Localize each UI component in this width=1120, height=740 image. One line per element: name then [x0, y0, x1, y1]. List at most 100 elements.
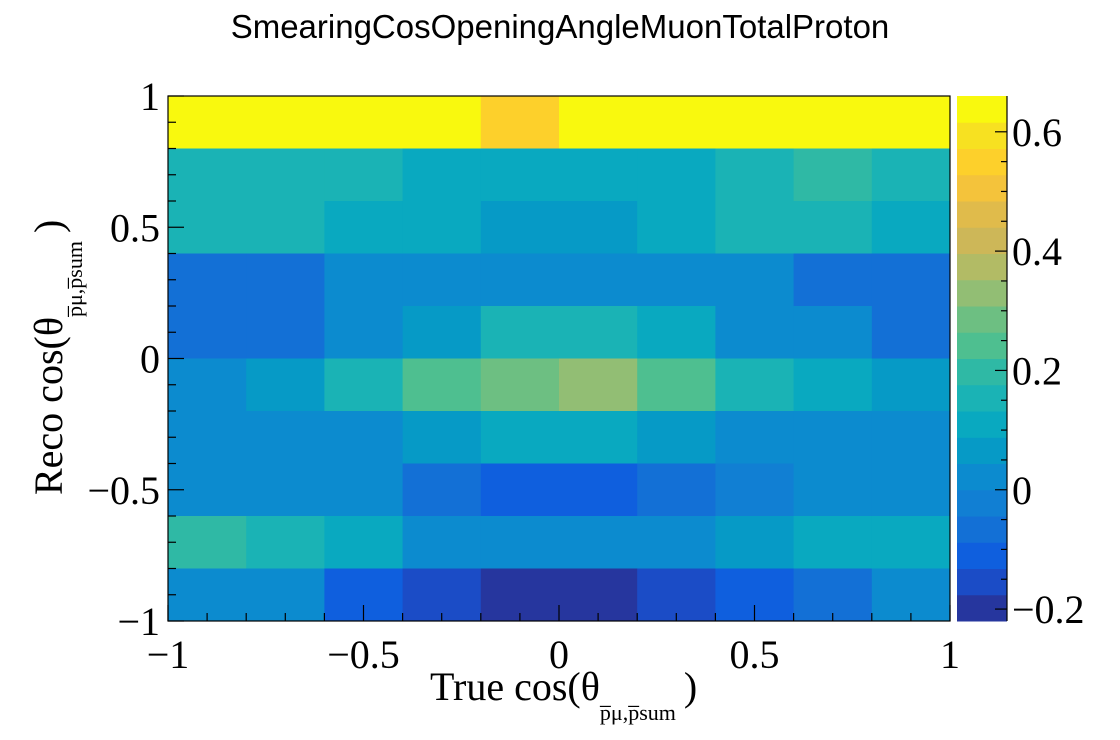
- heatmap-cell: [246, 96, 325, 149]
- heatmap-cell: [246, 411, 325, 464]
- heatmap-cell: [246, 516, 325, 569]
- heatmap-cell: [793, 516, 873, 569]
- heatmap-cell: [793, 148, 873, 202]
- heatmap-cell: [715, 253, 795, 307]
- heatmap-cell: [402, 201, 482, 254]
- heatmap-cell: [246, 568, 325, 622]
- colorbar-segment: [957, 384, 1007, 412]
- heatmap-cell: [637, 516, 716, 569]
- x-axis-label: True cos(θp̅μ,p̅sum): [430, 664, 697, 725]
- heatmap-cell: [871, 306, 951, 359]
- x-axis-label-main: True cos(θ: [430, 664, 600, 709]
- x-tick-label: 0.5: [730, 632, 780, 677]
- colorbar-segment: [957, 279, 1007, 307]
- heatmap-cell: [246, 253, 325, 307]
- heatmap-cell: [715, 411, 795, 464]
- heatmap-cell: [559, 306, 638, 359]
- colorbar-segment: [957, 568, 1007, 596]
- heatmap-cell: [480, 306, 560, 359]
- heatmap-cell: [324, 253, 404, 307]
- colorbar-segment: [957, 463, 1007, 491]
- heatmap-cell: [324, 463, 404, 517]
- heatmap-cell: [637, 306, 716, 359]
- heatmap-cell: [480, 201, 560, 254]
- heatmap-cell: [168, 96, 247, 149]
- y-axis-label: Reco cos(θp̅μ,p̅sum): [26, 220, 87, 495]
- heatmap-cell: [480, 96, 560, 149]
- colorbar-segment: [957, 358, 1007, 386]
- heatmap-cells: [168, 96, 951, 622]
- heatmap-cell: [793, 96, 873, 149]
- heatmap-cell: [324, 411, 404, 464]
- heatmap-cell: [637, 253, 716, 307]
- colorbar-tick-label: 0.4: [1012, 229, 1062, 274]
- heatmap-cell: [637, 411, 716, 464]
- heatmap-cell: [480, 516, 560, 569]
- heatmap-cell: [559, 148, 638, 202]
- y-tick-label: 0: [140, 337, 160, 382]
- heatmap-cell: [246, 463, 325, 517]
- heatmap-cell: [324, 358, 404, 412]
- heatmap-cell: [871, 463, 951, 517]
- colorbar: [957, 96, 1007, 622]
- heatmap-cell: [715, 516, 795, 569]
- heatmap-cell: [793, 201, 873, 254]
- heatmap-cell: [480, 463, 560, 517]
- heatmap-cell: [871, 96, 951, 149]
- heatmap-cell: [168, 568, 247, 622]
- colorbar-segment: [957, 437, 1007, 464]
- heatmap-cell: [871, 148, 951, 202]
- heatmap-cell: [402, 253, 482, 307]
- heatmap-cell: [402, 148, 482, 202]
- heatmap-cell: [871, 358, 951, 412]
- heatmap-cell: [715, 306, 795, 359]
- heatmap-cell: [871, 516, 951, 569]
- heatmap-cell: [559, 358, 638, 412]
- heatmap-cell: [168, 411, 247, 464]
- colorbar-segment: [957, 174, 1007, 202]
- heatmap-cell: [637, 358, 716, 412]
- heatmap-cell: [637, 148, 716, 202]
- colorbar-segment: [957, 227, 1007, 254]
- heatmap-cell: [559, 253, 638, 307]
- colorbar-segment: [957, 96, 1007, 123]
- heatmap-cell: [715, 463, 795, 517]
- colorbar-segment: [957, 148, 1007, 176]
- heatmap-cell: [480, 568, 560, 622]
- chart-title: SmearingCosOpeningAngleMuonTotalProton: [231, 8, 890, 45]
- heatmap-cell: [637, 201, 716, 254]
- heatmap-cell: [324, 201, 404, 254]
- heatmap-cell: [793, 463, 873, 517]
- colorbar-segment: [957, 411, 1007, 438]
- heatmap-cell: [637, 96, 716, 149]
- colorbar-segment: [957, 542, 1007, 569]
- heatmap-cell: [559, 411, 638, 464]
- heatmap-cell: [871, 568, 951, 622]
- heatmap-cell: [168, 358, 247, 412]
- heatmap-cell: [480, 358, 560, 412]
- colorbar-tick-label: −0.2: [1012, 587, 1085, 632]
- heatmap-cell: [324, 148, 404, 202]
- y-tick-label: 0.5: [110, 205, 160, 250]
- heatmap-cell: [324, 96, 404, 149]
- heatmap-cell: [715, 148, 795, 202]
- heatmap-cell: [246, 306, 325, 359]
- heatmap-cell: [324, 306, 404, 359]
- heatmap-cell: [402, 516, 482, 569]
- heatmap-cell: [402, 411, 482, 464]
- heatmap-cell: [871, 201, 951, 254]
- tick-labels: −1 −0.5 0 0.5 1 −1 −0.5 0 0.5 1 −0.2 0 0.2 0.4 0.6: [87, 74, 1084, 677]
- y-tick-label: 1: [140, 74, 160, 119]
- colorbar-segment: [957, 122, 1007, 149]
- heatmap-cell: [559, 463, 638, 517]
- heatmap-cell: [637, 463, 716, 517]
- colorbar-segment: [957, 332, 1007, 359]
- heatmap-cell: [559, 201, 638, 254]
- colorbar-segment: [957, 594, 1007, 622]
- axes: [167, 95, 1008, 622]
- heatmap-cell: [871, 253, 951, 307]
- heatmap-cell: [559, 568, 638, 622]
- heatmap-cell: [246, 201, 325, 254]
- heatmap-cell: [246, 358, 325, 412]
